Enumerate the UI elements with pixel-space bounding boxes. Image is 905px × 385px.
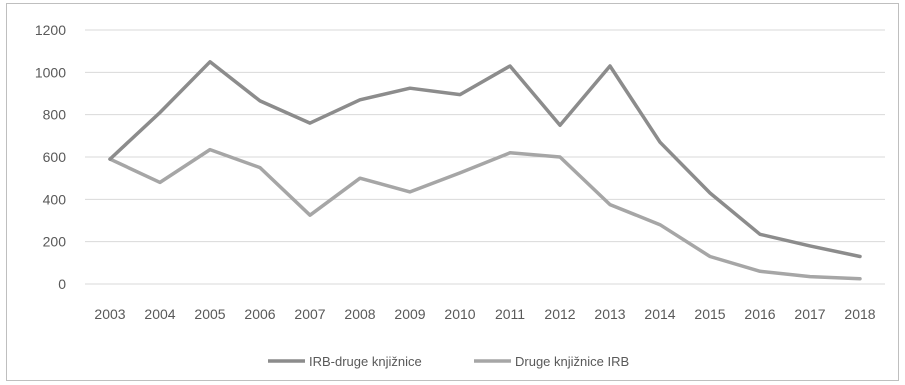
legend-label: Druge knjižnice IRB: [515, 354, 629, 369]
chart-frame: [6, 3, 899, 381]
y-tick-label: 1200: [35, 22, 66, 38]
x-tick-label: 2011: [495, 306, 525, 322]
x-axis-ticks: 2003 2004 2005 2006 2007 2008 2009 2010 2011 2012…: [94, 306, 875, 322]
x-tick-label: 2005: [194, 306, 225, 322]
x-tick-label: 2007: [294, 306, 325, 322]
x-tick-label: 2016: [744, 306, 775, 322]
y-tick-label: 200: [43, 234, 67, 250]
y-tick-label: 400: [43, 191, 67, 207]
x-tick-label: 2012: [544, 306, 575, 322]
x-tick-label: 2018: [844, 306, 875, 322]
x-tick-label: 2017: [794, 306, 825, 322]
x-tick-label: 2014: [644, 306, 675, 322]
x-tick-label: 2004: [144, 306, 175, 322]
series-line-2: [108, 147, 862, 281]
legend-label: IRB-druge knjižnice: [309, 354, 422, 369]
y-tick-label: 1000: [35, 64, 66, 80]
y-tick-label: 600: [43, 149, 67, 165]
y-axis-ticks: 0 200 400 600 800 1000 1200: [35, 22, 66, 292]
y-tick-label: 800: [43, 107, 67, 123]
x-tick-label: 2003: [94, 306, 125, 322]
gridlines: [85, 29, 885, 285]
x-tick-label: 2013: [594, 306, 625, 322]
x-tick-label: 2006: [244, 306, 275, 322]
legend: IRB-druge knjižnice Druge knjižnice IRB: [268, 354, 629, 369]
x-tick-label: 2015: [694, 306, 725, 322]
series-lines: [108, 60, 862, 281]
x-tick-label: 2008: [344, 306, 375, 322]
x-tick-label: 2009: [394, 306, 425, 322]
x-tick-label: 2010: [444, 306, 475, 322]
series-line-1: [108, 60, 862, 259]
y-tick-label: 0: [58, 276, 66, 292]
